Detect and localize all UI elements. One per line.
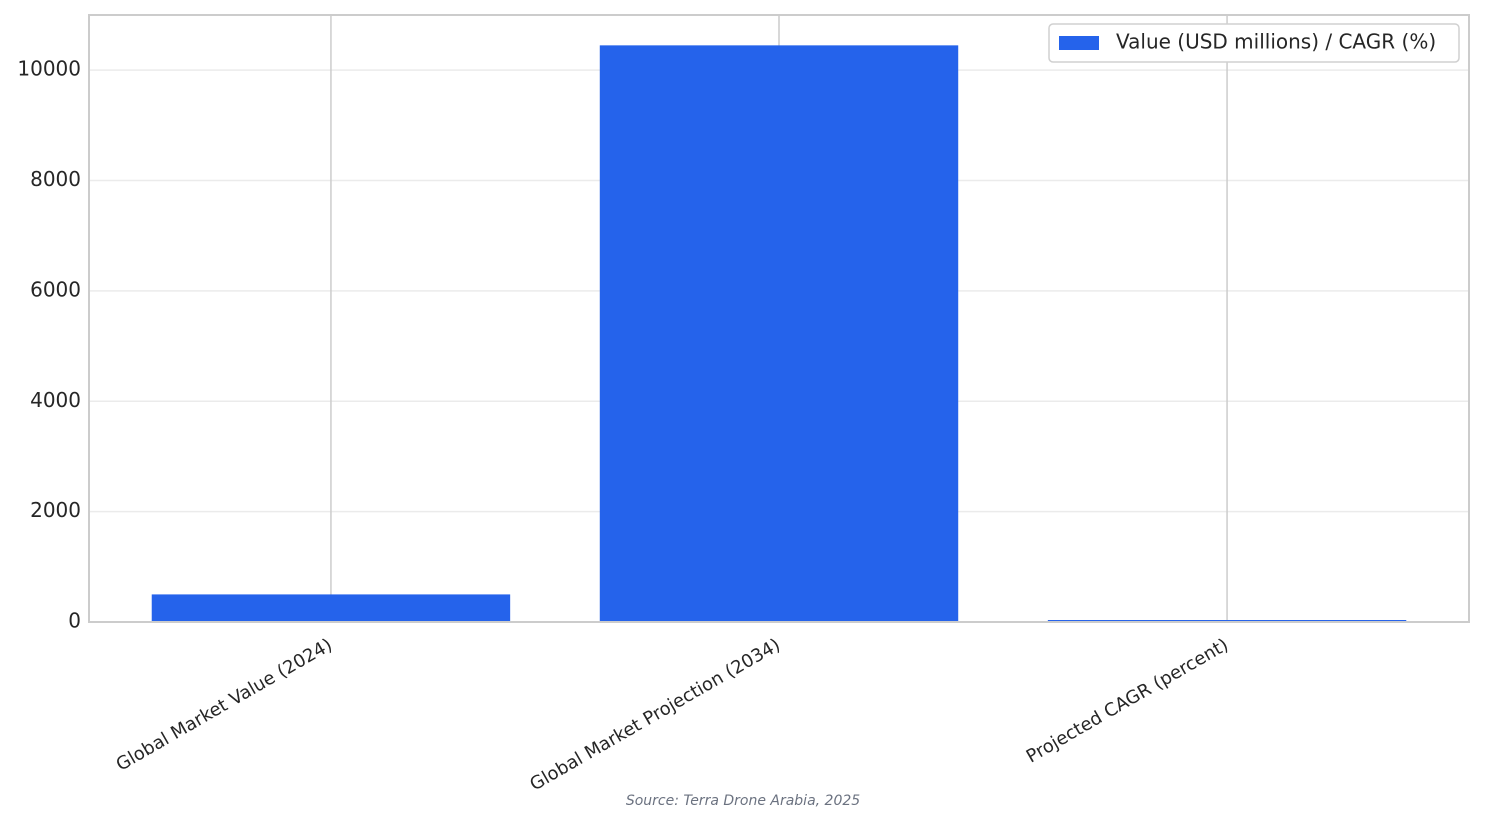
bar (599, 45, 959, 623)
x-tick-label: Projected CAGR (percent) (1023, 634, 1232, 767)
y-tick-label: 2000 (30, 498, 81, 522)
plot-frame (88, 14, 1470, 623)
x-tick-label: Global Market Projection (2034) (526, 634, 784, 795)
x-tick-label: Global Market Value (2024) (113, 634, 336, 775)
source-note: Source: Terra Drone Arabia, 2025 (626, 793, 860, 809)
y-tick-label: 6000 (30, 277, 81, 301)
legend-box (1048, 23, 1460, 63)
legend: Value (USD millions) / CAGR (%) (1048, 23, 1460, 63)
y-tick-label: 4000 (30, 388, 81, 412)
legend-label: Value (USD millions) / CAGR (%) (1116, 30, 1436, 54)
y-tick-label: 8000 (30, 167, 81, 191)
y-tick-label: 10000 (17, 57, 81, 81)
y-tick-label: 0 (68, 609, 81, 633)
legend-swatch (1059, 36, 1099, 50)
bar (151, 594, 511, 622)
